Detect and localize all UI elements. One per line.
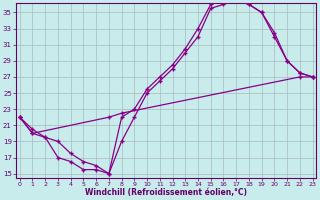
X-axis label: Windchill (Refroidissement éolien,°C): Windchill (Refroidissement éolien,°C): [85, 188, 247, 197]
